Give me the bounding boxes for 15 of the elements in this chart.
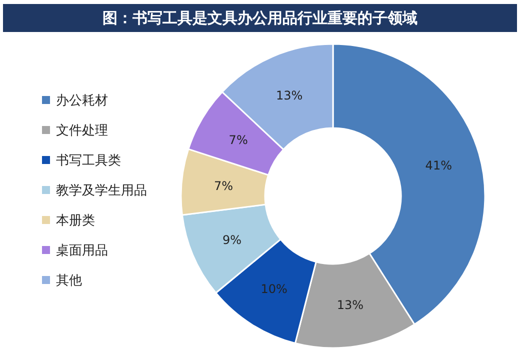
legend-label: 本册类	[56, 214, 95, 229]
legend-label: 桌面用品	[56, 244, 108, 259]
data-label: 41%	[425, 158, 452, 173]
legend-label: 教学及学生用品	[56, 184, 147, 199]
data-label: 10%	[260, 282, 288, 296]
data-label: 13%	[276, 88, 303, 102]
legend-label: 办公耗材	[56, 94, 108, 109]
chart-title: 图：书写工具是文具办公用品行业重要的子领域	[102, 9, 418, 27]
data-label: 7%	[228, 133, 248, 148]
legend-label: 书写工具类	[56, 154, 121, 169]
legend-label: 其他	[56, 274, 82, 289]
data-label: 7%	[214, 178, 234, 193]
data-label: 9%	[222, 232, 242, 247]
data-label: 13%	[336, 298, 364, 312]
legend-label: 文件处理	[56, 124, 108, 139]
